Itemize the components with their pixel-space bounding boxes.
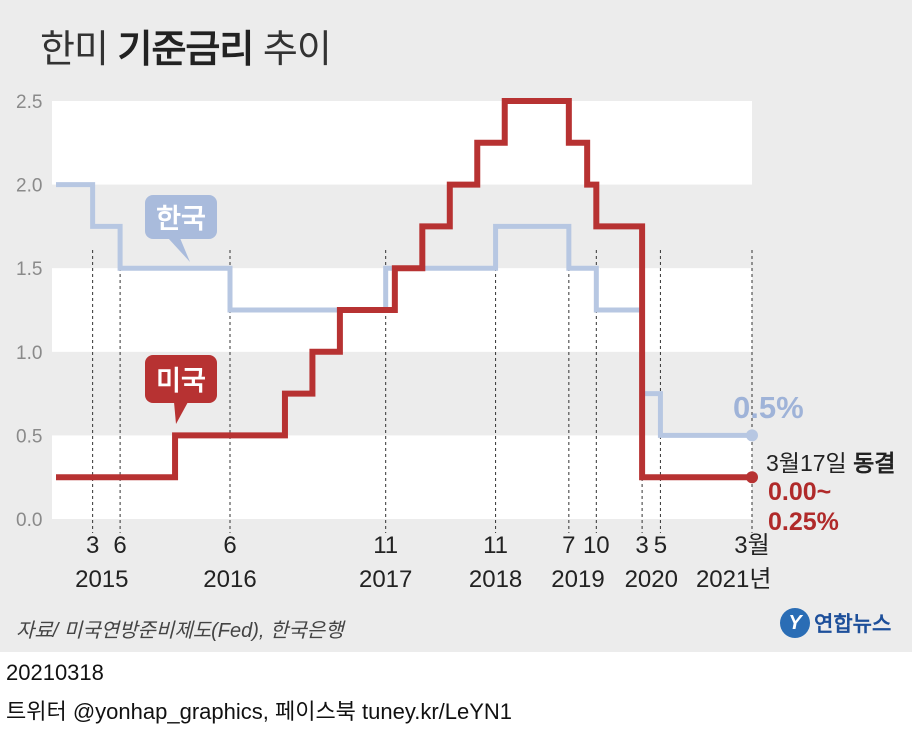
month-tick-label: 3월 (734, 532, 769, 559)
us-value-label-line2: 0.25% (768, 508, 839, 536)
year-tick-label: 2016 (203, 566, 256, 593)
freeze-label: 3월17일 동결 (766, 450, 895, 476)
us-end-point (746, 471, 758, 484)
logo-mark-icon: Y (780, 608, 810, 638)
month-tick-label: 5 (654, 532, 667, 559)
month-tick-label: 3 (635, 532, 648, 559)
y-tick-label: 1.0 (16, 343, 42, 364)
rate-chart: 2.5 2.0 1.5 1.0 0.5 0.0 한국 미국 0.5% 3월17일 동결 0… (16, 92, 895, 593)
page-title: 한미 기준금리 추이 (40, 18, 332, 73)
year-tick-label: 2021년 (696, 566, 771, 593)
month-tick-label: 11 (483, 532, 508, 559)
series-line-us (56, 98, 752, 481)
us-callout-label: 미국 (156, 366, 206, 396)
us-callout: 미국 (145, 355, 217, 424)
us-value-label-line1: 0.00~ (768, 478, 831, 506)
korea-callout-label: 한국 (156, 204, 206, 234)
source-note: 자료/ 미국연방준비제도(Fed), 한국은행 (16, 620, 344, 642)
footer-credit: 트위터 @yonhap_graphics, 페이스북 tuney.kr/LeYN… (6, 699, 513, 724)
y-tick-label: 1.5 (16, 259, 42, 280)
month-tick-label: 7 (562, 532, 575, 559)
korea-end-point (746, 429, 758, 442)
month-tick-label: 6 (223, 532, 236, 559)
month-tick-label: 11 (373, 532, 398, 559)
grid-band (52, 268, 752, 352)
title-suffix: 추이 (253, 29, 332, 71)
korea-value-label: 0.5% (733, 390, 804, 425)
freeze-word: 동결 (853, 450, 895, 476)
month-tick-label: 3 (86, 532, 99, 559)
footer-date: 20210318 (6, 660, 104, 685)
title-bold: 기준금리 (117, 29, 254, 71)
year-tick-label: 2018 (469, 566, 522, 593)
year-tick-label: 2017 (359, 566, 412, 593)
yonhap-logo: Y 연합뉴스 (780, 608, 891, 638)
y-tick-label: 2.5 (16, 92, 42, 113)
year-tick-label: 2020 (625, 566, 678, 593)
month-tick-label: 6 (113, 532, 126, 559)
korea-callout: 한국 (145, 195, 217, 262)
year-tick-label: 2019 (551, 566, 604, 593)
y-tick-label: 0.0 (16, 510, 42, 531)
y-tick-label: 0.5 (16, 426, 42, 447)
year-tick-label: 2015 (75, 566, 128, 593)
logo-text: 연합뉴스 (814, 613, 892, 636)
freeze-date: 3월17일 (766, 450, 853, 476)
y-tick-label: 2.0 (16, 176, 42, 197)
grid-band (52, 101, 752, 185)
month-tick-label: 10 (583, 532, 610, 559)
title-prefix: 한미 (40, 29, 118, 71)
